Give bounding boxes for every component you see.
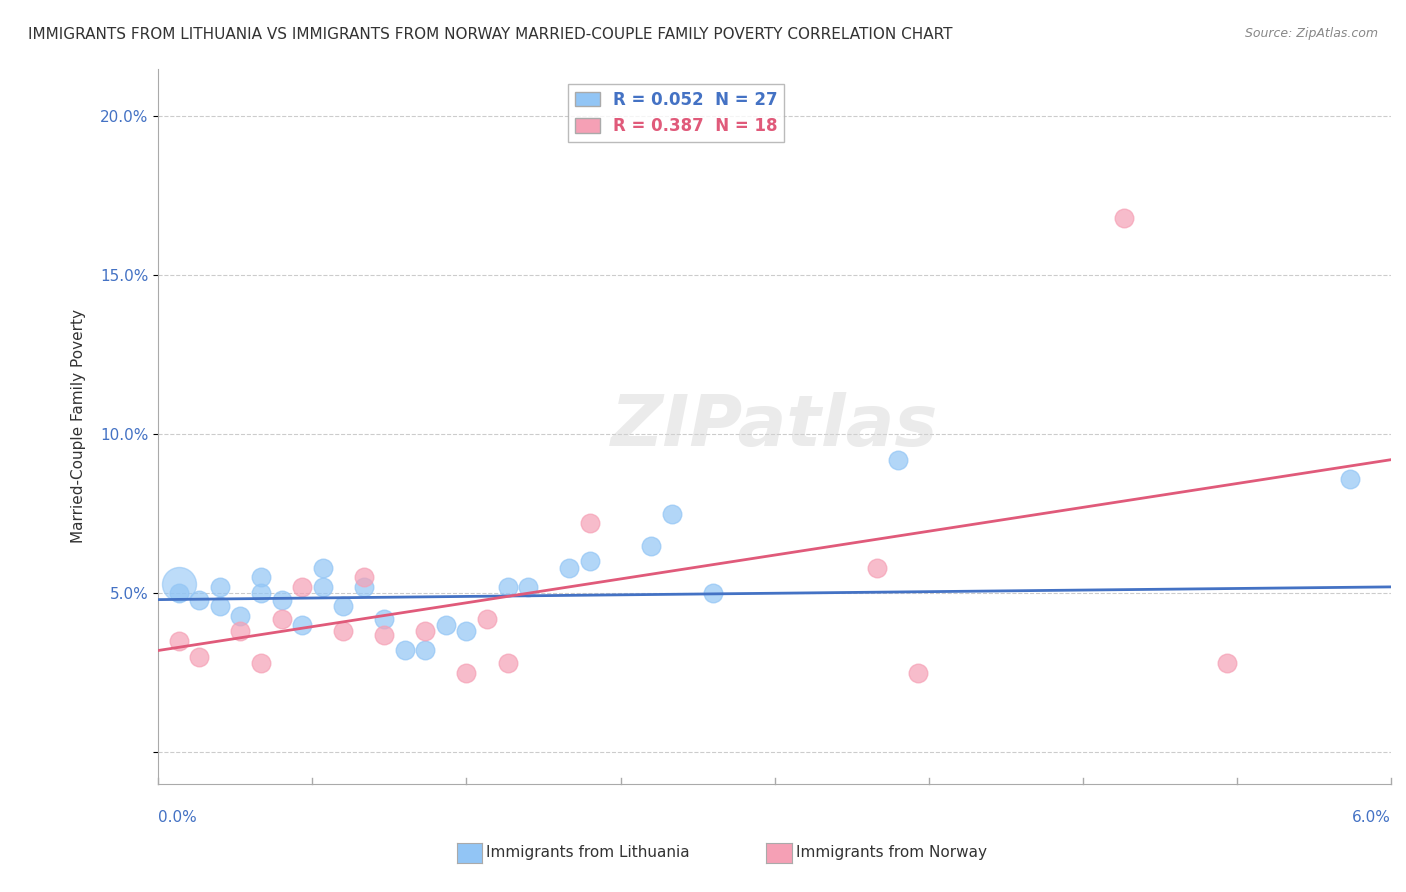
Text: ZIPatlas: ZIPatlas [612,392,938,461]
Point [475,612,498,626]
Point [229,624,252,639]
Point [558,561,581,575]
Point [167,586,190,600]
Point [434,618,457,632]
Point [1215,657,1237,671]
Point [229,608,252,623]
Point [208,599,231,613]
Point [311,561,333,575]
Point [332,599,354,613]
Point [208,580,231,594]
Point [1112,211,1135,225]
Point [456,665,478,680]
Point [496,580,519,594]
Text: Source: ZipAtlas.com: Source: ZipAtlas.com [1244,27,1378,40]
Point [188,649,211,664]
Point [188,592,211,607]
Point [578,516,600,531]
Point [866,561,889,575]
Point [167,634,190,648]
Point [394,643,416,657]
Point [907,665,929,680]
Point [661,507,683,521]
Point [167,576,190,591]
Point [353,570,375,584]
Point [353,580,375,594]
Point [332,624,354,639]
Point [373,627,395,641]
Point [250,570,273,584]
Text: 6.0%: 6.0% [1353,810,1391,824]
Point [270,612,292,626]
Point [415,624,437,639]
Point [456,624,478,639]
Point [291,580,314,594]
Point [311,580,333,594]
Text: 0.0%: 0.0% [159,810,197,824]
Point [578,554,600,568]
Point [1339,472,1361,486]
Point [415,643,437,657]
Text: IMMIGRANTS FROM LITHUANIA VS IMMIGRANTS FROM NORWAY MARRIED-COUPLE FAMILY POVERT: IMMIGRANTS FROM LITHUANIA VS IMMIGRANTS … [28,27,953,42]
Y-axis label: Married-Couple Family Poverty: Married-Couple Family Poverty [72,310,86,543]
Legend: R = 0.052  N = 27, R = 0.387  N = 18: R = 0.052 N = 27, R = 0.387 N = 18 [568,84,785,142]
Point [250,586,273,600]
Point [640,539,662,553]
Point [250,657,273,671]
Point [496,657,519,671]
Point [702,586,724,600]
Point [373,612,395,626]
Point [517,580,540,594]
Point [887,452,910,467]
Point [270,592,292,607]
Text: Immigrants from Norway: Immigrants from Norway [796,846,987,860]
Point [291,618,314,632]
Text: Immigrants from Lithuania: Immigrants from Lithuania [486,846,690,860]
